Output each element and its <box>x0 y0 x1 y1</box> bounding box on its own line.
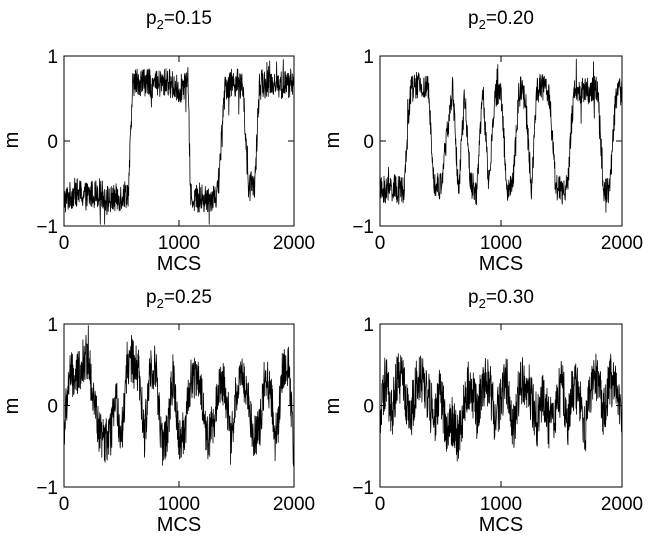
title-main: p <box>146 287 157 308</box>
title-main: p <box>468 8 479 29</box>
x-tick-label: 2000 <box>601 233 643 254</box>
x-axis-label: MCS <box>157 253 201 275</box>
title-value: =0.25 <box>164 287 212 308</box>
y-axis-label: m <box>322 398 344 415</box>
x-axis-label: MCS <box>479 514 523 536</box>
panel-title: p2=0.30 <box>468 287 534 311</box>
series-line <box>63 325 295 467</box>
series-line <box>379 58 623 213</box>
y-tick-label: 1 <box>363 47 374 68</box>
x-tick-label: 1000 <box>158 494 200 515</box>
title-subscript: 2 <box>157 296 164 311</box>
x-tick-label: 1000 <box>480 494 522 515</box>
y-tick-label: 0 <box>47 132 58 153</box>
y-axis-label: m <box>322 132 344 149</box>
y-axis-label: m <box>1 398 23 415</box>
y-tick-label: 1 <box>363 315 374 336</box>
title-subscript: 2 <box>479 296 486 311</box>
x-tick-label: 2000 <box>273 494 315 515</box>
title-subscript: 2 <box>157 17 164 32</box>
x-axis-label: MCS <box>157 514 201 536</box>
y-tick-label: 1 <box>47 315 58 336</box>
panel-title: p2=0.20 <box>468 8 534 32</box>
title-value: =0.30 <box>486 287 534 308</box>
x-tick-label: 1000 <box>480 233 522 254</box>
title-main: p <box>146 8 157 29</box>
x-tick-label: 1000 <box>158 233 200 254</box>
title-main: p <box>468 287 479 308</box>
x-tick-label: 2000 <box>273 233 315 254</box>
title-value: =0.20 <box>486 8 534 29</box>
y-tick-label: 1 <box>47 47 58 68</box>
x-tick-label: 2000 <box>601 494 643 515</box>
x-tick-label: 0 <box>375 233 386 254</box>
y-tick-label: −1 <box>352 478 374 499</box>
title-value: =0.15 <box>164 8 212 29</box>
y-tick-label: −1 <box>352 217 374 238</box>
y-tick-label: 0 <box>363 132 374 153</box>
panel-title: p2=0.25 <box>146 287 212 311</box>
x-tick-label: 0 <box>59 233 70 254</box>
series-line <box>63 59 295 225</box>
y-tick-label: 0 <box>47 397 58 418</box>
title-subscript: 2 <box>479 17 486 32</box>
x-tick-label: 0 <box>59 494 70 515</box>
panel-title: p2=0.15 <box>146 8 212 32</box>
y-tick-label: −1 <box>36 478 58 499</box>
y-axis-label: m <box>1 132 23 149</box>
x-axis-label: MCS <box>479 253 523 275</box>
y-tick-label: 0 <box>363 397 374 418</box>
series-line <box>379 353 623 462</box>
plot-frame <box>63 323 295 488</box>
x-tick-label: 0 <box>375 494 386 515</box>
y-tick-label: −1 <box>36 217 58 238</box>
